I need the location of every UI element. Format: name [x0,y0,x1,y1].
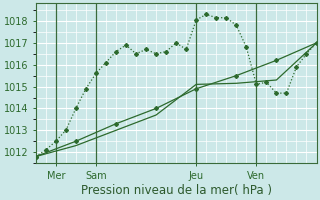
X-axis label: Pression niveau de la mer( hPa ): Pression niveau de la mer( hPa ) [81,184,272,197]
